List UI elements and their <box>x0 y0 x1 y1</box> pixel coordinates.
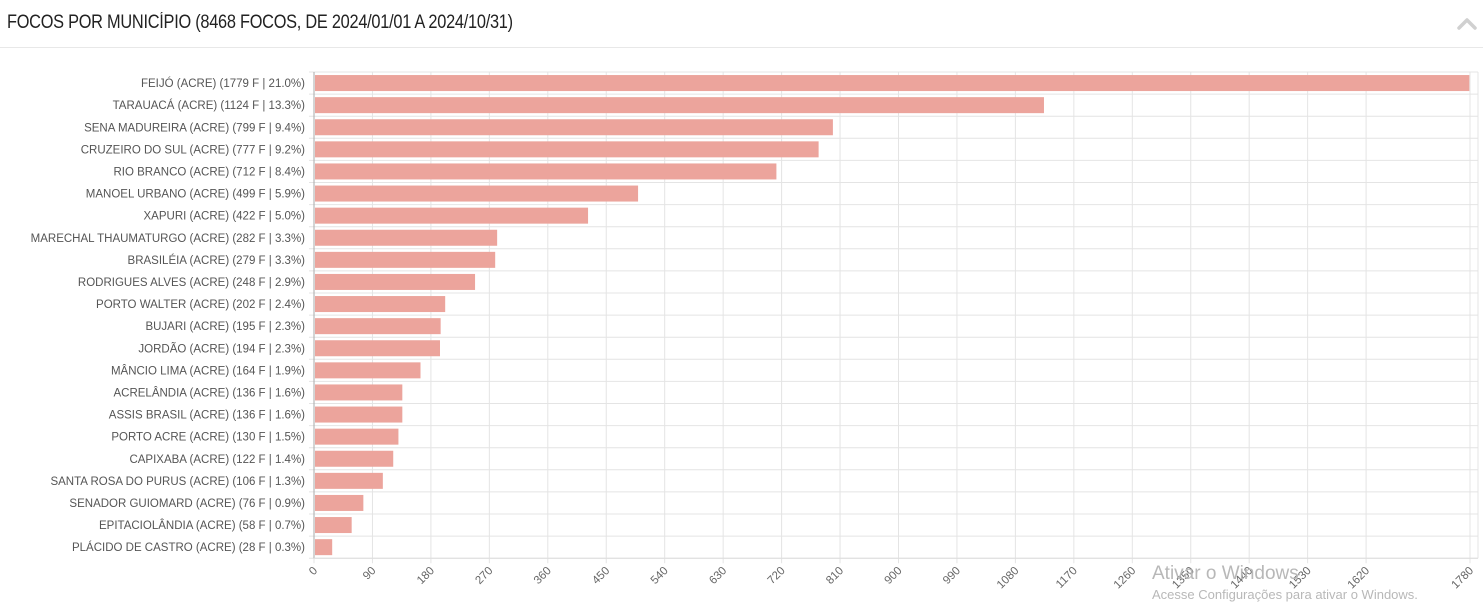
bar <box>315 539 333 556</box>
bar <box>315 273 476 290</box>
category-label: XAPURI (ACRE) (422 F | 5.0%) <box>144 211 306 223</box>
bar <box>315 384 403 401</box>
chart-title: FOCOS POR MUNICÍPIO (8468 FOCOS, DE 2024… <box>7 12 513 33</box>
category-label: PLÁCIDO DE CASTRO (ACRE) (28 F | 0.3%) <box>72 541 305 554</box>
category-label: SANTA ROSA DO PURUS (ACRE) (106 F | 1.3%… <box>50 476 305 488</box>
bar <box>315 251 496 268</box>
bar <box>315 450 394 467</box>
category-label: CAPIXABA (ACRE) (122 F | 1.4%) <box>129 454 305 466</box>
bar <box>315 494 364 511</box>
x-tick-label: 450 <box>590 565 612 587</box>
bar <box>315 517 352 534</box>
collapse-button[interactable] <box>1455 12 1479 36</box>
x-tick-label: 1170 <box>1054 565 1080 591</box>
x-tick-label: 1080 <box>995 565 1022 592</box>
bar <box>315 318 441 335</box>
category-label: ASSIS BRASIL (ACRE) (136 F | 1.6%) <box>109 410 305 422</box>
category-label: SENA MADUREIRA (ACRE) (799 F | 9.4%) <box>84 122 305 134</box>
x-tick-label: 900 <box>883 565 905 587</box>
bar <box>315 185 639 202</box>
bar <box>315 296 446 313</box>
category-label: PORTO WALTER (ACRE) (202 F | 2.4%) <box>96 299 305 311</box>
category-label: MARECHAL THAUMATURGO (ACRE) (282 F | 3.3… <box>31 233 306 245</box>
category-label: RODRIGUES ALVES (ACRE) (248 F | 2.9%) <box>78 277 305 289</box>
category-label: BRASILÉIA (ACRE) (279 F | 3.3%) <box>128 254 306 267</box>
bar <box>315 163 777 180</box>
x-tick-label: 1780 <box>1450 565 1477 592</box>
x-tick-label: 630 <box>707 565 729 587</box>
category-label: FEIJÓ (ACRE) (1779 F | 21.0%) <box>141 77 305 90</box>
category-label: RIO BRANCO (ACRE) (712 F | 8.4%) <box>114 166 306 178</box>
bar <box>315 119 833 136</box>
x-tick-label: 1620 <box>1346 565 1373 592</box>
x-tick-label: 360 <box>532 565 554 587</box>
category-label: JORDÃO (ACRE) (194 F | 2.3%) <box>138 342 305 355</box>
category-label: BUJARI (ACRE) (195 F | 2.3%) <box>145 321 305 333</box>
bar <box>315 207 589 224</box>
bar <box>315 229 498 246</box>
bar <box>315 340 440 357</box>
bar <box>315 75 1470 92</box>
category-label: EPITACIOLÂNDIA (ACRE) (58 F | 0.7%) <box>99 519 305 532</box>
category-label: CRUZEIRO DO SUL (ACRE) (777 F | 9.2%) <box>81 144 305 156</box>
bar <box>315 362 421 379</box>
bar <box>315 428 399 445</box>
category-label: MÂNCIO LIMA (ACRE) (164 F | 1.9%) <box>111 364 305 377</box>
x-tick-label: 1440 <box>1229 565 1256 592</box>
category-label: ACRELÂNDIA (ACRE) (136 F | 1.6%) <box>113 386 305 399</box>
bar <box>315 406 403 423</box>
category-label: MANOEL URBANO (ACRE) (499 F | 5.9%) <box>86 189 305 201</box>
bar <box>315 472 383 489</box>
x-tick-label: 270 <box>473 565 495 587</box>
x-tick-label: 720 <box>766 565 788 587</box>
chevron-up-icon <box>1457 18 1477 30</box>
x-tick-label: 0 <box>307 565 320 578</box>
category-label: TARAUACÁ (ACRE) (1124 F | 13.3%) <box>113 99 306 112</box>
x-tick-label: 1530 <box>1287 565 1314 592</box>
category-label: PORTO ACRE (ACRE) (130 F | 1.5%) <box>111 432 305 444</box>
x-tick-label: 540 <box>649 565 671 587</box>
x-tick-label: 1350 <box>1170 565 1197 592</box>
x-tick-label: 990 <box>941 565 963 587</box>
bar <box>315 141 819 158</box>
bar <box>315 97 1044 114</box>
x-tick-label: 90 <box>361 565 379 583</box>
panel-header: FOCOS POR MUNICÍPIO (8468 FOCOS, DE 2024… <box>0 0 1483 48</box>
category-label: SENADOR GUIOMARD (ACRE) (76 F | 0.9%) <box>69 498 305 510</box>
x-tick-label: 180 <box>415 565 437 587</box>
x-tick-label: 810 <box>824 565 846 587</box>
x-tick-label: 1260 <box>1112 565 1139 592</box>
